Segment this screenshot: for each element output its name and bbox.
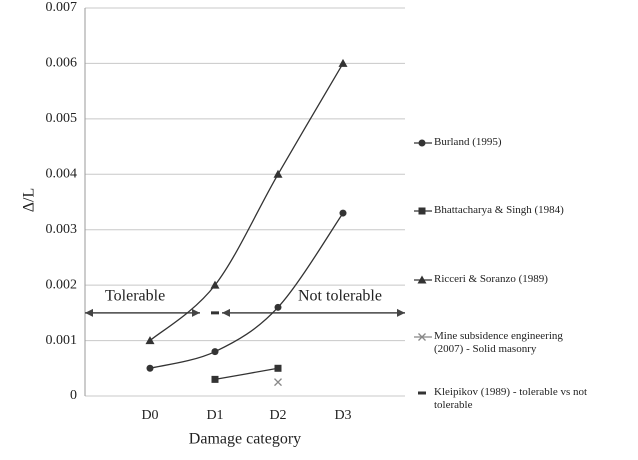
arrow-head [192, 308, 200, 317]
legend-label: Ricceri & Soranzo (1989) [434, 273, 548, 285]
legend-label: Mine subsidence engineering (2007) - Sol… [434, 330, 563, 355]
y-tick-label: 0.004 [46, 167, 78, 182]
marker [145, 336, 155, 345]
arrow-head [222, 308, 230, 317]
marker [211, 375, 219, 383]
marker [274, 364, 282, 372]
y-tick-label: 0.006 [46, 56, 78, 71]
y-tick-label: 0.003 [46, 222, 78, 237]
marker [418, 391, 426, 395]
marker [418, 207, 426, 215]
y-tick-label: 0.002 [46, 277, 78, 292]
x-tick-label: D2 [269, 408, 286, 423]
x-tick-label: D3 [334, 408, 351, 423]
marker [417, 275, 427, 284]
marker [418, 333, 426, 341]
legend-label: Bhattacharya & Singh (1984) [434, 204, 564, 216]
y-tick-label: 0.007 [46, 0, 78, 15]
y-tick-label: 0 [70, 388, 77, 403]
marker [211, 348, 219, 356]
x-tick-label: D1 [206, 408, 223, 423]
series-line [214, 367, 279, 381]
x-axis-label: Damage category [189, 431, 301, 448]
arrow-head [85, 308, 93, 317]
y-axis-label: Δ/L [21, 188, 38, 213]
annotation: Tolerable [105, 288, 165, 305]
marker [211, 311, 219, 315]
annotation: Not tolerable [298, 288, 382, 305]
marker [273, 169, 283, 178]
y-tick-label: 0.005 [46, 111, 78, 126]
series-line [149, 212, 344, 369]
marker [418, 139, 426, 147]
marker [274, 378, 282, 387]
marker [146, 364, 154, 372]
marker [274, 303, 282, 311]
marker [210, 280, 220, 289]
marker [338, 58, 348, 67]
marker [339, 209, 347, 217]
legend-label: Kleipikov (1989) - tolerable vs not tole… [434, 386, 588, 411]
y-tick-label: 0.001 [46, 333, 78, 348]
series-line [149, 63, 344, 342]
legend-label: Burland (1995) [434, 136, 502, 148]
arrow-head [397, 308, 405, 317]
x-tick-label: D0 [141, 408, 158, 423]
